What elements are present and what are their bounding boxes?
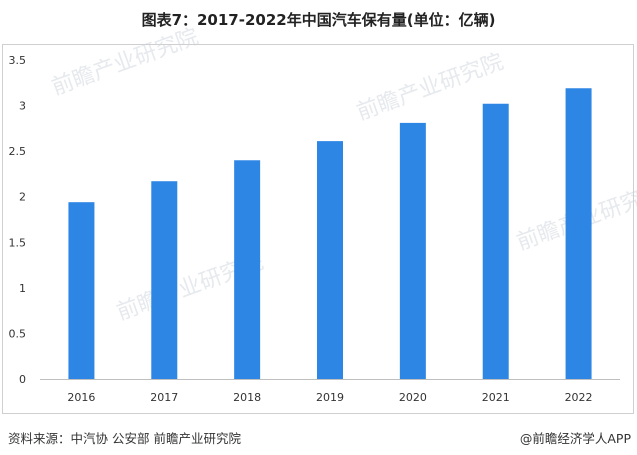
y-tick-label: 3: [19, 100, 26, 113]
bar-2018: [234, 160, 261, 379]
x-tick-label: 2020: [399, 391, 427, 404]
chart-title: 图表7：2017-2022年中国汽车保有量(单位：亿辆): [141, 11, 496, 29]
y-tick-label: 1.5: [9, 236, 27, 249]
bar-2021: [482, 103, 509, 380]
bar-chart: 前瞻产业研究院前瞻产业研究院前瞻产业研究院前瞻产业研究院 00.511.522.…: [9, 24, 637, 404]
y-tick-label: 0.5: [9, 327, 27, 340]
bars-group: [68, 88, 592, 380]
bar-2020: [399, 122, 426, 379]
y-axis: 0 0.5 1 1.5 2 2.5 3 3.5: [9, 54, 27, 386]
x-tick-label: 2021: [482, 391, 510, 404]
y-tick-label: 2: [19, 191, 26, 204]
bar-2017: [151, 181, 178, 379]
y-tick-label: 1: [19, 282, 26, 295]
y-tick-label: 0: [19, 373, 26, 386]
bar-2022: [565, 88, 592, 380]
y-tick-label: 3.5: [9, 54, 27, 67]
credit-note: @前瞻经济学人APP: [519, 431, 631, 446]
bar-2016: [68, 202, 95, 379]
x-tick-label: 2022: [565, 391, 593, 404]
bar-2019: [317, 141, 343, 379]
y-tick-label: 2.5: [9, 145, 27, 158]
watermark-text: 前瞻产业研究院: [49, 24, 202, 100]
x-tick-label: 2016: [67, 391, 95, 404]
x-tick-label: 2018: [233, 391, 261, 404]
chart-frame: [2, 44, 634, 414]
x-tick-label: 2017: [150, 391, 178, 404]
x-tick-label: 2019: [316, 391, 344, 404]
source-note: 资料来源：中汽协 公安部 前瞻产业研究院: [8, 431, 241, 446]
x-axis: 2016 2017 2018 2019 2020 2021 2022: [67, 391, 592, 404]
